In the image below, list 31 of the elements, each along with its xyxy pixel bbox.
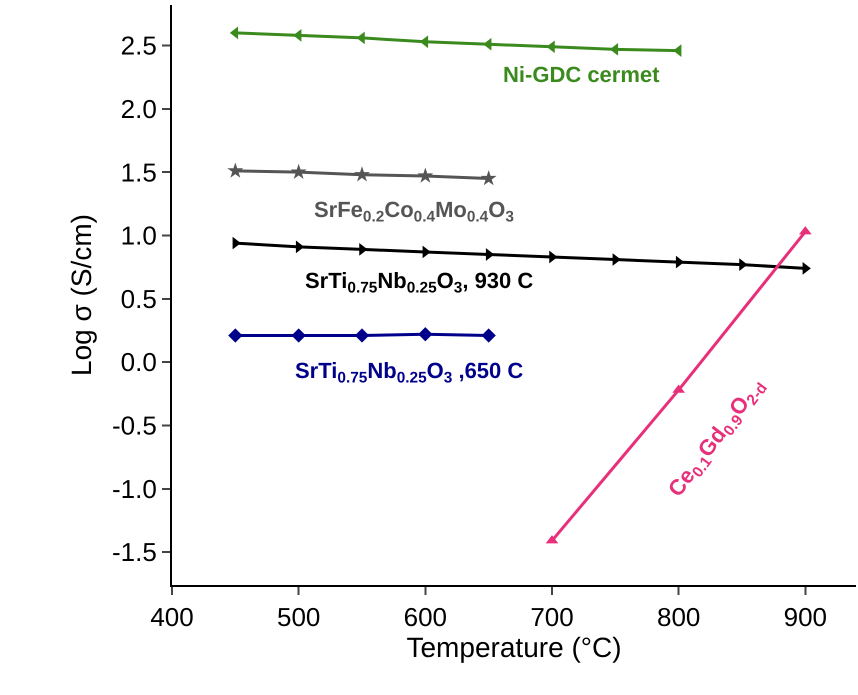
x-tick-label: 700 xyxy=(530,602,574,632)
y-tick-label: -1.5 xyxy=(112,537,157,568)
point xyxy=(290,164,307,179)
x-tick-label: 600 xyxy=(404,602,448,632)
point xyxy=(482,328,496,343)
y-tick-label: 2.5 xyxy=(120,30,157,61)
point xyxy=(227,162,244,178)
y-tick-label: -1.0 xyxy=(112,474,157,504)
series-label: Ni-GDC cermet xyxy=(503,62,660,87)
point xyxy=(418,327,432,342)
y-tick-label: 1.0 xyxy=(120,220,157,251)
y-axis-title: Log σ (S/cm) xyxy=(66,214,98,376)
y-tick-label: 2.0 xyxy=(120,94,157,124)
point xyxy=(354,166,370,182)
series-label: SrTi$_{0.75}$Nb$_{0.25}$O$_{3}$, 930 C xyxy=(305,268,534,297)
x-tick-label: 900 xyxy=(784,602,828,632)
point xyxy=(228,328,242,343)
point xyxy=(480,170,497,186)
point xyxy=(417,168,434,183)
y-tick-label: -0.5 xyxy=(112,410,157,441)
point xyxy=(354,328,370,343)
y-tick-label: 0.5 xyxy=(120,284,157,314)
x-tick-label: 800 xyxy=(656,602,700,632)
series-label: SrTi$_{0.75}$Nb$_{0.25}$O$_{3}$ ,650 C xyxy=(295,358,524,387)
y-tick-label: 1.5 xyxy=(120,157,157,188)
y-tick-label: 0.0 xyxy=(120,347,157,378)
x-tick-label: 400 xyxy=(150,602,194,632)
series-label: SrFe$_{0.2}$Co$_{0.4}$Mo$_{0.4}$O$_{3}$ xyxy=(314,197,514,226)
point xyxy=(292,328,306,343)
x-tick-label: 500 xyxy=(276,602,320,632)
x-axis-title: Temperature (°C) xyxy=(406,632,622,664)
